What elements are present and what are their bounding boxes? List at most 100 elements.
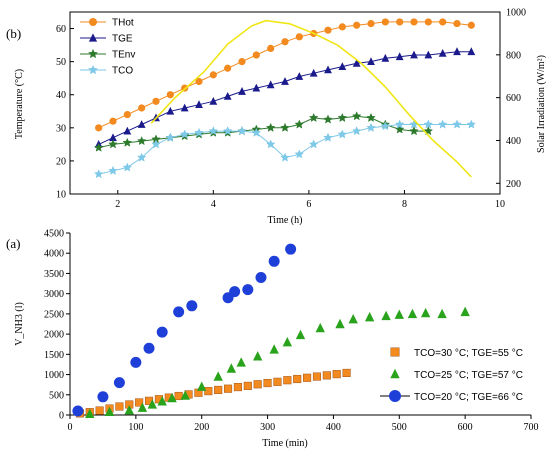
bottom-series-point-2 <box>97 391 109 403</box>
bottom-series-point-1 <box>104 406 115 416</box>
bottom-series-point-2 <box>130 356 142 368</box>
top-series-point-3 <box>308 139 319 149</box>
bottom-series-point-2 <box>72 405 84 417</box>
bottom-x-tick-label: 300 <box>260 422 275 433</box>
top-series-point-0 <box>123 110 131 119</box>
bottom-series-point-2 <box>156 326 168 338</box>
bottom-series-point-0 <box>214 385 223 394</box>
top-y2-tick-label: 600 <box>506 93 521 104</box>
top-series-point-2 <box>136 136 147 146</box>
top-series-point-0 <box>209 71 217 79</box>
top-series-point-2 <box>394 124 405 134</box>
bottom-series-point-1 <box>394 309 404 319</box>
top-series-point-1 <box>195 100 203 109</box>
top-panel-label: (b) <box>6 26 21 41</box>
bottom-legend-label: TCO=30 °C; TGE=55 °C <box>414 348 523 359</box>
top-series-point-3 <box>452 119 462 129</box>
top-series-point-0 <box>295 33 303 41</box>
top-y2-tick-label: 400 <box>506 136 521 147</box>
bottom-series-point-0 <box>115 402 124 411</box>
bottom-series-point-0 <box>243 381 252 390</box>
top-series-line-2 <box>98 115 429 149</box>
top-series-point-3 <box>222 126 233 136</box>
top-series-point-1 <box>424 50 433 59</box>
top-series-point-2 <box>423 126 434 136</box>
top-legend-label: TEnv <box>112 50 135 61</box>
bottom-series-point-1 <box>213 371 223 381</box>
top-series-line-4 <box>150 19 472 178</box>
top-series-point-0 <box>281 38 289 46</box>
top-series-point-2 <box>294 119 305 129</box>
bottom-x-tick-label: 200 <box>194 422 209 433</box>
top-series-point-2 <box>409 126 419 136</box>
top-y-tick-label: 50 <box>56 57 66 68</box>
bottom-series-point-1 <box>269 344 279 354</box>
top-y-tick-label: 60 <box>56 24 66 35</box>
bottom-series-point-1 <box>407 308 418 319</box>
top-series-point-1 <box>352 58 361 67</box>
top-series-point-1 <box>367 57 375 66</box>
top-series-point-3 <box>323 132 333 142</box>
top-series-point-2 <box>280 122 290 132</box>
top-series-point-2 <box>108 139 118 149</box>
top-legend-label: TCO <box>112 66 133 77</box>
top-y-axis-label: Temperature (°C) <box>14 69 25 139</box>
top-x-tick-label: 4 <box>211 199 216 210</box>
bottom-series-point-1 <box>180 390 190 400</box>
top-y-tick-label: 10 <box>56 190 66 201</box>
top-series-point-0 <box>252 51 260 59</box>
bottom-series-point-1 <box>420 307 431 318</box>
top-series-point-1 <box>266 80 275 89</box>
bottom-panel-label: (a) <box>6 236 20 251</box>
top-series-point-1 <box>281 77 289 85</box>
bottom-series-point-2 <box>113 377 125 389</box>
top-series-point-2 <box>366 112 376 123</box>
top-series-point-1 <box>166 106 175 115</box>
bottom-x-tick-label: 400 <box>326 422 341 433</box>
bottom-y-tick-label: 500 <box>49 390 64 401</box>
top-series-point-0 <box>238 58 246 66</box>
top-series-point-1 <box>238 87 246 95</box>
top-series-point-0 <box>138 104 146 112</box>
bottom-series-layer <box>72 243 470 418</box>
top-y2-axis-label: Solar Irradiation (W/m²) <box>536 55 547 153</box>
bottom-series-point-1 <box>315 322 325 333</box>
top-x-axis-label: Time (h) <box>268 215 303 226</box>
bottom-series-point-1 <box>124 404 134 415</box>
top-series-layer <box>93 18 477 179</box>
bottom-series-point-0 <box>293 374 302 384</box>
top-series-point-1 <box>453 47 461 56</box>
top-series-point-0 <box>453 19 461 28</box>
bottom-y-axis-label: V_NH3 (l) <box>14 302 25 346</box>
top-series-point-3 <box>394 119 405 129</box>
bottom-series-point-2 <box>242 284 254 296</box>
bottom-series-point-1 <box>282 337 293 347</box>
top-series-point-3 <box>165 132 176 142</box>
top-series-point-0 <box>95 124 103 132</box>
top-series-point-1 <box>309 68 318 77</box>
top-series-point-3 <box>466 119 477 129</box>
top-x-tick-label: 10 <box>495 199 505 210</box>
top-series-point-1 <box>438 48 447 57</box>
bottom-y-tick-label: 1500 <box>44 350 64 361</box>
bottom-series-point-0 <box>253 380 262 389</box>
top-series-point-2 <box>122 137 133 147</box>
bottom-legend-marker <box>390 347 400 357</box>
top-series-point-1 <box>223 91 232 100</box>
top-series-point-3 <box>208 126 219 136</box>
bottom-y-tick-label: 2500 <box>44 309 64 320</box>
top-series-point-0 <box>467 21 475 29</box>
top-series-point-3 <box>437 119 448 129</box>
bottom-legend-label: TCO=20 °C; TGE=66 °C <box>414 392 523 403</box>
bottom-series-point-2 <box>143 342 155 354</box>
bottom-series-point-2 <box>186 300 198 312</box>
bottom-series-point-1 <box>167 392 177 403</box>
top-series-point-3 <box>251 127 262 137</box>
top-series-point-0 <box>267 44 275 53</box>
bottom-series-point-1 <box>157 396 167 406</box>
top-legend-marker <box>87 48 99 59</box>
bottom-legend: TCO=30 °C; TGE=55 °C TCO=25 °C; TGE=57 °C… <box>380 347 523 403</box>
top-series-point-3 <box>108 165 118 175</box>
top-series-point-1 <box>324 65 332 74</box>
bottom-x-axis-label: Time (min) <box>262 438 307 449</box>
